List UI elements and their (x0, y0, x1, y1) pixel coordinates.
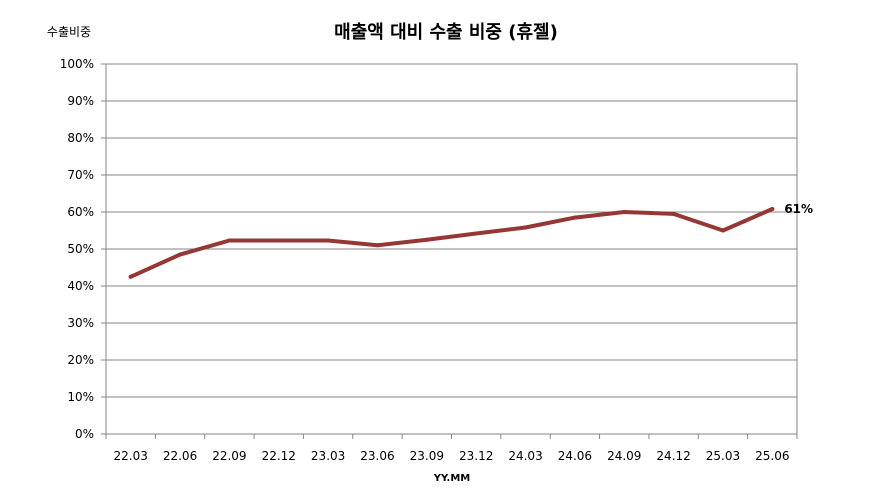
y-tick-label: 100% (60, 57, 94, 71)
x-tick-label: 23.06 (360, 449, 394, 463)
y-tick-label: 40% (67, 279, 94, 293)
data-point (474, 231, 479, 236)
data-point (424, 237, 429, 242)
data-point (671, 211, 676, 216)
y-tick-label: 60% (67, 205, 94, 219)
x-axis-title: YY.MM (433, 473, 471, 484)
y-tick-label: 10% (67, 390, 94, 404)
chart-title: 매출액 대비 수출 비중 (휴젤) (334, 22, 558, 43)
data-labels: 61% (784, 202, 813, 216)
x-tick-label: 24.03 (508, 449, 542, 463)
y-tick-label: 80% (67, 131, 94, 145)
y-tick-label: 20% (67, 353, 94, 367)
y-tick-label: 90% (67, 94, 94, 108)
data-point (128, 274, 133, 279)
x-tick-label: 24.09 (607, 449, 641, 463)
x-tick-label: 22.06 (163, 449, 197, 463)
series-line (128, 207, 775, 279)
x-tick-label: 22.09 (212, 449, 246, 463)
y-tick-label: 70% (67, 168, 94, 182)
x-tick-label: 22.03 (113, 449, 147, 463)
y-tick-label: 0% (75, 427, 94, 441)
data-point (178, 252, 183, 257)
x-tick-label: 23.12 (459, 449, 493, 463)
data-point (523, 225, 528, 230)
x-tick-label: 22.12 (262, 449, 296, 463)
plot-area (105, 63, 798, 435)
data-label: 61% (784, 202, 813, 216)
x-tick-label: 25.03 (706, 449, 740, 463)
y-axis-title: 수출비중 (47, 25, 91, 39)
x-tick-label: 24.12 (656, 449, 690, 463)
data-point (720, 228, 725, 233)
x-tick-label: 24.06 (558, 449, 592, 463)
data-point (276, 238, 281, 243)
gridlines (101, 63, 798, 439)
data-point (227, 238, 232, 243)
x-tick-labels: 22.03 22.06 22.09 22.12 23.03 23.06 23.09 23.12… (113, 449, 789, 463)
data-point (572, 215, 577, 220)
x-tick-label: 23.03 (311, 449, 345, 463)
x-tick-label: 23.09 (410, 449, 444, 463)
data-point (375, 243, 380, 248)
y-tick-label: 30% (67, 316, 94, 330)
data-point (622, 210, 627, 214)
x-tick-label: 25.06 (755, 449, 789, 463)
data-point (770, 207, 775, 212)
y-tick-label: 50% (67, 242, 94, 256)
data-point (326, 238, 331, 243)
series-group (128, 207, 775, 279)
y-tick-labels: 0% 10% 20% 30% 40% 50% 60% 70% 80% 90% 100% (60, 57, 94, 441)
